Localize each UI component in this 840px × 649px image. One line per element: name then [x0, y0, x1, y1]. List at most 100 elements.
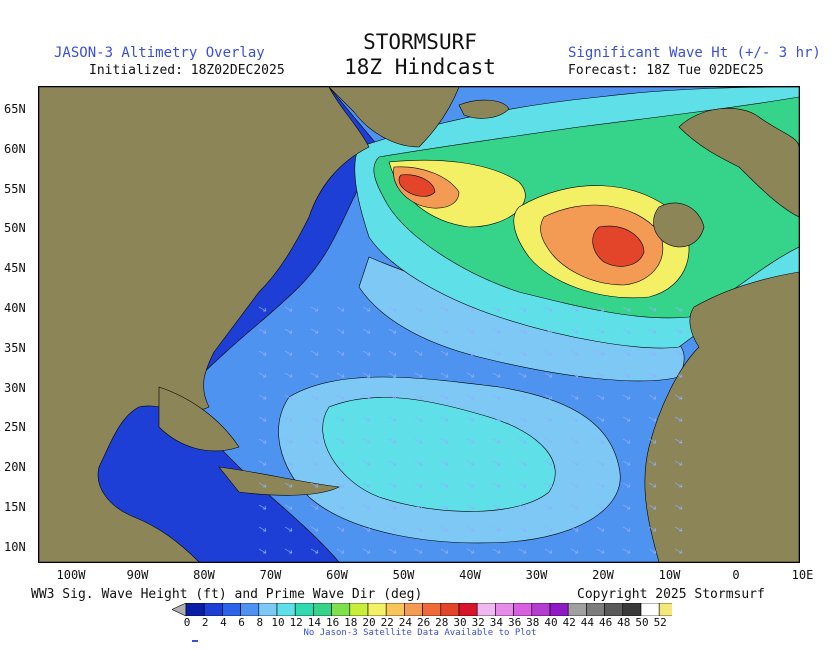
chart-brand-title: STORMSURF: [363, 30, 477, 54]
direction-arrow: [596, 328, 605, 334]
colorbar-swatch: [331, 603, 351, 616]
direction-arrow: [492, 460, 501, 466]
legend-label: WW3 Sig. Wave Height (ft) and Prime Wave…: [31, 587, 423, 602]
direction-arrow: [518, 504, 527, 510]
direction-arrow: [518, 306, 527, 312]
direction-arrow: [414, 460, 423, 466]
direction-arrow: [622, 328, 631, 334]
direction-arrow: [596, 350, 605, 356]
direction-arrow: [362, 416, 371, 422]
direction-arrow: [310, 416, 319, 422]
direction-arrow: [466, 416, 475, 422]
iceland-land: [458, 99, 510, 119]
direction-arrow: [570, 526, 579, 532]
colorbar-tick-label: 22: [380, 616, 394, 629]
lat-label: 50N: [4, 221, 26, 236]
colorbar-tick-label: 14: [307, 616, 322, 629]
direction-arrow: [466, 372, 475, 378]
lat-label: 10N: [4, 539, 26, 554]
wave-height-map: [38, 86, 800, 563]
florida-land: [158, 386, 240, 452]
colorbar-swatch: [658, 603, 672, 616]
colorbar-swatch: [440, 603, 460, 616]
lon-label: 40W: [459, 568, 481, 582]
direction-arrow: [492, 526, 501, 532]
direction-arrow: [440, 504, 449, 510]
direction-arrow: [544, 482, 553, 488]
colorbar-tick-label: 16: [325, 616, 340, 629]
direction-arrow: [362, 526, 371, 532]
direction-arrow: [310, 372, 319, 378]
direction-arrow: [544, 394, 553, 400]
direction-arrow: [414, 438, 423, 444]
direction-arrow: [648, 548, 657, 554]
direction-arrow: [518, 372, 527, 378]
colorbar-swatch: [567, 603, 587, 616]
lat-label: 20N: [4, 460, 26, 475]
direction-arrow: [258, 526, 267, 532]
lon-label: 70W: [259, 568, 282, 582]
colorbar-swatch: [604, 603, 624, 616]
direction-arrow: [336, 394, 345, 400]
direction-arrow: [284, 504, 293, 510]
direction-arrow: [284, 372, 293, 378]
direction-arrow: [258, 482, 267, 488]
colorbar-tick-label: 28: [435, 616, 449, 629]
direction-arrow: [336, 416, 345, 422]
direction-arrow: [310, 482, 319, 488]
direction-arrow: [622, 460, 631, 466]
direction-arrow: [388, 328, 397, 334]
colorbar-swatch: [404, 603, 423, 616]
direction-arrow: [336, 438, 345, 444]
lat-label: 55N: [4, 181, 26, 196]
direction-arrow: [440, 438, 449, 444]
direction-arrow: [570, 504, 579, 510]
colorbar-swatch: [185, 603, 205, 616]
direction-arrow: [388, 306, 397, 312]
colorbar-swatch: [586, 603, 605, 616]
direction-arrow: [466, 438, 475, 444]
direction-arrow: [466, 328, 475, 334]
direction-arrow: [466, 350, 475, 356]
direction-arrow: [310, 460, 319, 466]
direction-arrow: [466, 306, 475, 312]
british-isles-land: [653, 202, 705, 248]
direction-arrow: [518, 394, 527, 400]
direction-arrow: [336, 460, 345, 466]
direction-arrow: [596, 438, 605, 444]
direction-arrow: [544, 548, 553, 554]
direction-arrow: [570, 460, 579, 466]
direction-arrow: [518, 416, 527, 422]
direction-arrow: [544, 416, 553, 422]
lon-label: 60W: [326, 568, 348, 582]
direction-arrow: [492, 306, 501, 312]
direction-arrow: [544, 350, 553, 356]
direction-arrow: [310, 548, 319, 554]
direction-arrow: [674, 504, 683, 510]
lat-label: 45N: [4, 261, 26, 276]
direction-arrow: [284, 526, 293, 532]
direction-arrow: [414, 548, 423, 554]
colorbar-tick-label: 0: [183, 616, 191, 629]
direction-arrow: [648, 328, 657, 334]
colorbar-swatch: [622, 603, 642, 616]
direction-arrow: [310, 438, 319, 444]
direction-arrow: [440, 328, 449, 334]
direction-arrow: [492, 504, 501, 510]
direction-arrow: [622, 526, 631, 532]
direction-arrow: [492, 350, 501, 356]
direction-arrow: [466, 548, 475, 554]
colorbar-swatch: [294, 603, 314, 616]
direction-arrow: [674, 460, 683, 466]
direction-arrow: [674, 328, 683, 334]
chart-subtitle: 18Z Hindcast: [344, 55, 496, 79]
direction-arrow: [518, 350, 527, 356]
direction-arrow: [648, 526, 657, 532]
direction-arrow: [362, 548, 371, 554]
direction-arrow: [544, 306, 553, 312]
direction-arrow: [570, 394, 579, 400]
colorbar-tick-label: 12: [289, 616, 303, 629]
direction-arrow: [596, 394, 605, 400]
overlay-title: JASON-3 Altimetry Overlay: [54, 45, 265, 61]
lon-label: 100W: [56, 568, 86, 582]
